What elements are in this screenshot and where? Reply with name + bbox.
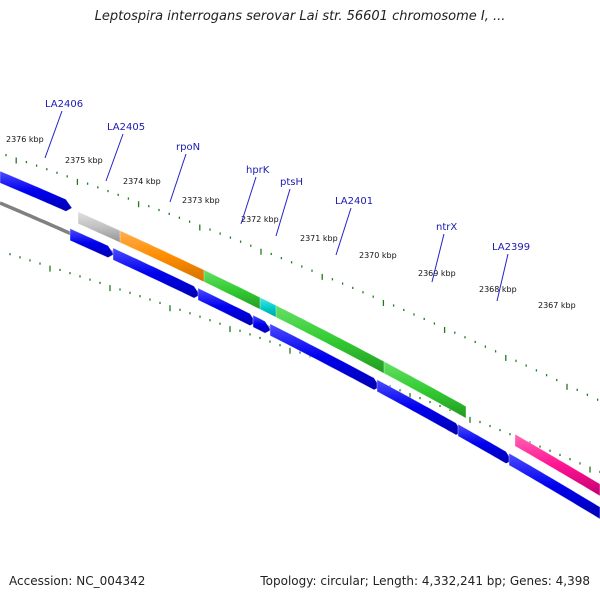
gene-labels: LA2406 LA2405 rpoN hprK ptsH LA2401 ntrX LA2399 (44, 99, 530, 302)
gene-leader-line (431, 233, 445, 283)
gene-label-LA2405: LA2405 (107, 122, 145, 133)
cds-reverse (508, 452, 600, 520)
gene-leader-line (105, 133, 124, 182)
map-title: Leptospira interrogans serovar Lai str. … (94, 9, 506, 24)
reverse-strand-features (69, 228, 600, 520)
kbp-label: 2370 kbp (359, 251, 397, 260)
cds-reverse (112, 247, 201, 299)
gene-label-hprK: hprK (246, 165, 270, 176)
gene-leader-line (335, 207, 352, 256)
gene-LA2399-feature (514, 433, 600, 497)
kbp-label: 2367 kbp (538, 301, 576, 310)
gene-leader-line (44, 110, 63, 159)
kbp-label: 2371 kbp (300, 234, 338, 243)
cds-forward (0, 170, 73, 212)
kbp-label: 2375 kbp (65, 156, 103, 165)
kbp-label: 2369 kbp (418, 269, 456, 278)
kbp-labels: 2376 kbp 2375 kbp 2374 kbp 2373 kbp 2372 kbp… (6, 135, 576, 310)
kbp-label: 2374 kbp (123, 177, 161, 186)
outer-tick-ring (5, 154, 599, 401)
gene-leader-line (275, 188, 291, 237)
kbp-label: 2376 kbp (6, 135, 44, 144)
genome-stats-text: Topology: circular; Length: 4,332,241 bp… (260, 574, 590, 588)
kbp-label: 2368 kbp (479, 285, 517, 294)
gene-label-ptsH: ptsH (280, 177, 303, 188)
kbp-label: 2373 kbp (182, 196, 220, 205)
gene-label-LA2401: LA2401 (335, 196, 373, 207)
forward-strand-features (0, 170, 600, 497)
cds-reverse (69, 228, 115, 258)
cds-reverse (457, 423, 513, 464)
gene-leader-line (496, 253, 509, 302)
accession-text: Accession: NC_004342 (9, 574, 146, 588)
gene-leader-line (169, 153, 187, 203)
gene-label-ntrX: ntrX (436, 222, 457, 233)
gene-hprK-feature (259, 296, 279, 319)
gene-leader-line (240, 176, 257, 225)
kbp-label: 2372 kbp (241, 215, 279, 224)
gene-label-LA2406: LA2406 (45, 99, 83, 110)
gene-ntrX-feature (383, 360, 467, 419)
gene-label-LA2399: LA2399 (492, 242, 530, 253)
gene-label-rpoN: rpoN (176, 142, 200, 153)
cds-reverse (252, 314, 272, 334)
